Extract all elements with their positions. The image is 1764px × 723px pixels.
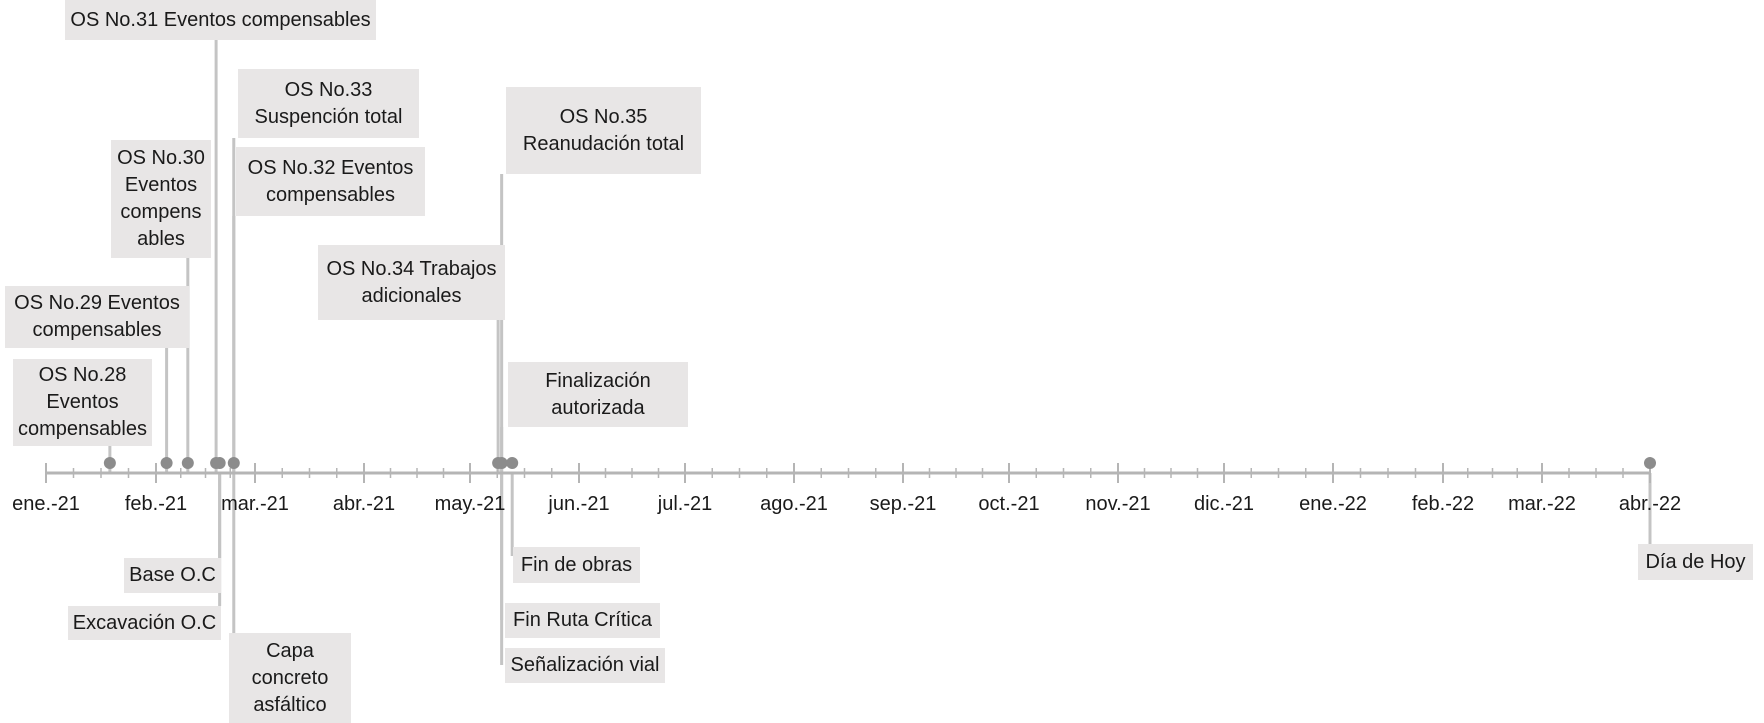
event-label-os28: OS No.28 Eventos compensables	[13, 359, 152, 446]
event-marker-os32	[227, 457, 240, 469]
event-label-dia-de-hoy: Día de Hoy	[1638, 544, 1753, 580]
event-label-os32: OS No.32 Eventos compensables	[236, 147, 425, 216]
month-label-jun-21: jun.-21	[547, 493, 609, 515]
month-label-ago-21: ago.-21	[760, 493, 828, 515]
event-label-fin-ruta-critica: Fin Ruta Crítica	[505, 603, 660, 638]
month-label-nov-21: nov.-21	[1085, 493, 1150, 515]
event-label-os34: OS No.34 Trabajos adicionales	[318, 245, 505, 320]
axis-ticks	[45, 463, 1651, 483]
event-label-capa-concreto: Capa concreto asfáltico	[229, 633, 351, 723]
month-labels: ene.-21 feb.-21 mar.-21 abr.-21 may.-21 …	[12, 493, 1681, 515]
month-label-oct-21: oct.-21	[978, 493, 1039, 515]
connector-lines	[108, 40, 1652, 665]
month-label-jul-21: jul.-21	[657, 493, 712, 515]
event-marker-os29	[160, 457, 173, 469]
month-label-sep-21: sep.-21	[870, 493, 937, 515]
event-marker-fin_obras	[506, 457, 519, 469]
month-label-feb-22: feb.-22	[1412, 493, 1474, 515]
event-label-senalizacion-vial: Señalización vial	[505, 648, 665, 683]
event-marker-hoy	[1644, 457, 1656, 469]
month-label-mar-21: mar.-21	[221, 493, 289, 515]
month-label-dic-21: dic.-21	[1194, 493, 1254, 515]
event-label-finalizacion-autorizada: Finalización autorizada	[508, 362, 688, 427]
event-label-os30: OS No.30 Eventos compens ables	[111, 140, 211, 258]
month-label-ene-22: ene.-22	[1299, 493, 1367, 515]
event-label-excavacion-oc: Excavación O.C	[68, 606, 221, 640]
month-label-may-21: may.-21	[435, 493, 506, 515]
event-label-os35: OS No.35 Reanudación total	[506, 87, 701, 174]
month-label-feb-21: feb.-21	[125, 493, 187, 515]
month-label-ene-21: ene.-21	[12, 493, 80, 515]
event-label-base-oc: Base O.C	[124, 558, 221, 593]
month-label-abr-22: abr.-22	[1619, 493, 1681, 515]
event-marker-base_oc	[213, 457, 226, 469]
event-marker-os28	[103, 457, 116, 469]
event-label-fin-de-obras: Fin de obras	[513, 547, 640, 583]
event-markers	[103, 457, 1656, 469]
month-label-mar-22: mar.-22	[1508, 493, 1576, 515]
event-label-os29: OS No.29 Eventos compensables	[5, 286, 189, 348]
event-label-os31: OS No.31 Eventos compensables	[65, 0, 376, 40]
event-label-os33: OS No.33 Suspención total	[238, 69, 419, 138]
event-marker-os35	[495, 457, 508, 469]
month-label-abr-21: abr.-21	[333, 493, 395, 515]
event-marker-os30	[181, 457, 194, 469]
